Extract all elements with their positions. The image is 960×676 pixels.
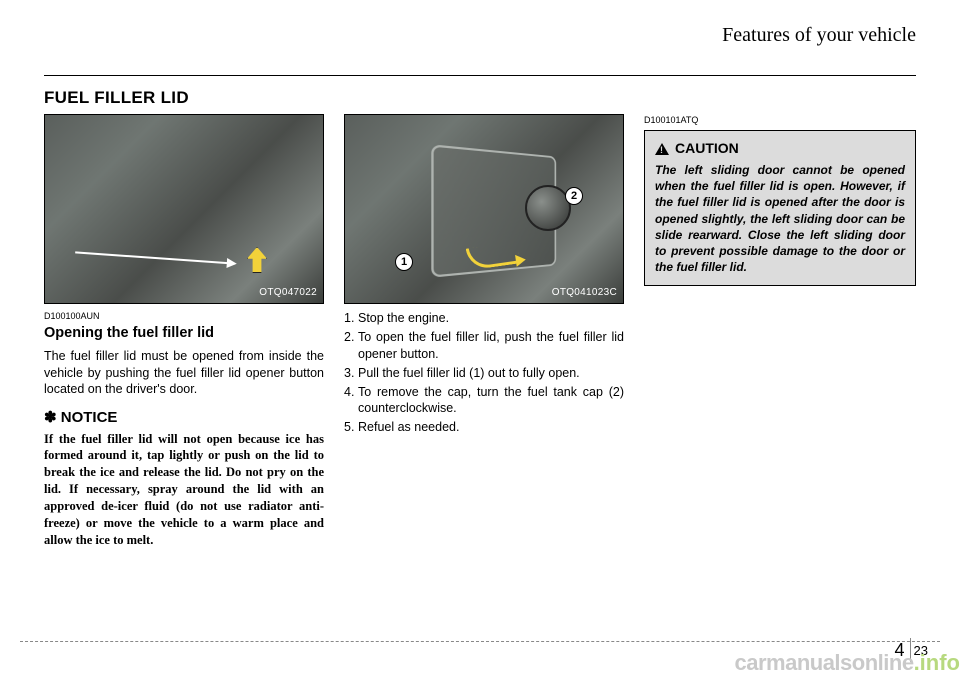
step-text: Stop the engine. <box>358 310 624 327</box>
arrow-up-icon <box>247 247 267 273</box>
pointer-line <box>75 251 235 264</box>
step-item: 1.Stop the engine. <box>344 310 624 327</box>
step-text: To remove the cap, turn the fuel tank ca… <box>358 384 624 418</box>
callout-1: 1 <box>395 253 413 271</box>
figure-fuel-lid: 1 2 OTQ041023C <box>344 114 624 304</box>
notice-heading: ✽ NOTICE <box>44 408 324 428</box>
caution-heading: CAUTION <box>655 139 905 158</box>
caution-label: CAUTION <box>675 139 739 158</box>
step-text: To open the fuel filler lid, push the fu… <box>358 329 624 363</box>
footer-rule <box>20 641 940 642</box>
watermark-text-a: carmanualsonline <box>734 650 913 675</box>
watermark-text-b: .info <box>914 650 960 675</box>
body-paragraph: The fuel filler lid must be opened from … <box>44 348 324 399</box>
chapter-title: Features of your vehicle <box>44 24 916 47</box>
fuel-cap-shape <box>525 185 571 231</box>
callout-2: 2 <box>565 187 583 205</box>
section-title: FUEL FILLER LID <box>44 88 916 108</box>
caution-body: The left sliding door cannot be opened w… <box>655 162 905 275</box>
watermark: carmanualsonline.info <box>734 650 960 676</box>
step-item: 5.Refuel as needed. <box>344 419 624 436</box>
column-3: D100101ATQ CAUTION The left sliding door… <box>644 114 916 549</box>
step-text: Refuel as needed. <box>358 419 624 436</box>
figure-code: OTQ047022 <box>259 286 317 300</box>
ref-code: D100100AUN <box>44 310 324 322</box>
step-item: 3.Pull the fuel filler lid (1) out to fu… <box>344 365 624 382</box>
page-container: Features of your vehicle FUEL FILLER LID… <box>0 0 960 549</box>
figure-code: OTQ041023C <box>552 286 617 300</box>
column-2: 1 2 OTQ041023C 1.Stop the engine. 2.To o… <box>344 114 624 549</box>
step-item: 2.To open the fuel filler lid, push the … <box>344 329 624 363</box>
column-1: OTQ047022 D100100AUN Opening the fuel fi… <box>44 114 324 549</box>
columns: OTQ047022 D100100AUN Opening the fuel fi… <box>44 114 916 549</box>
notice-body: If the fuel filler lid will not open bec… <box>44 431 324 549</box>
step-list: 1.Stop the engine. 2.To open the fuel fi… <box>344 310 624 436</box>
step-text: Pull the fuel filler lid (1) out to full… <box>358 365 624 382</box>
subheading: Opening the fuel filler lid <box>44 324 324 344</box>
step-item: 4.To remove the cap, turn the fuel tank … <box>344 384 624 418</box>
caution-box: CAUTION The left sliding door cannot be … <box>644 130 916 286</box>
ref-code: D100101ATQ <box>644 114 916 126</box>
figure-opener-button: OTQ047022 <box>44 114 324 304</box>
warning-icon <box>655 143 669 155</box>
header-rule <box>44 75 916 76</box>
